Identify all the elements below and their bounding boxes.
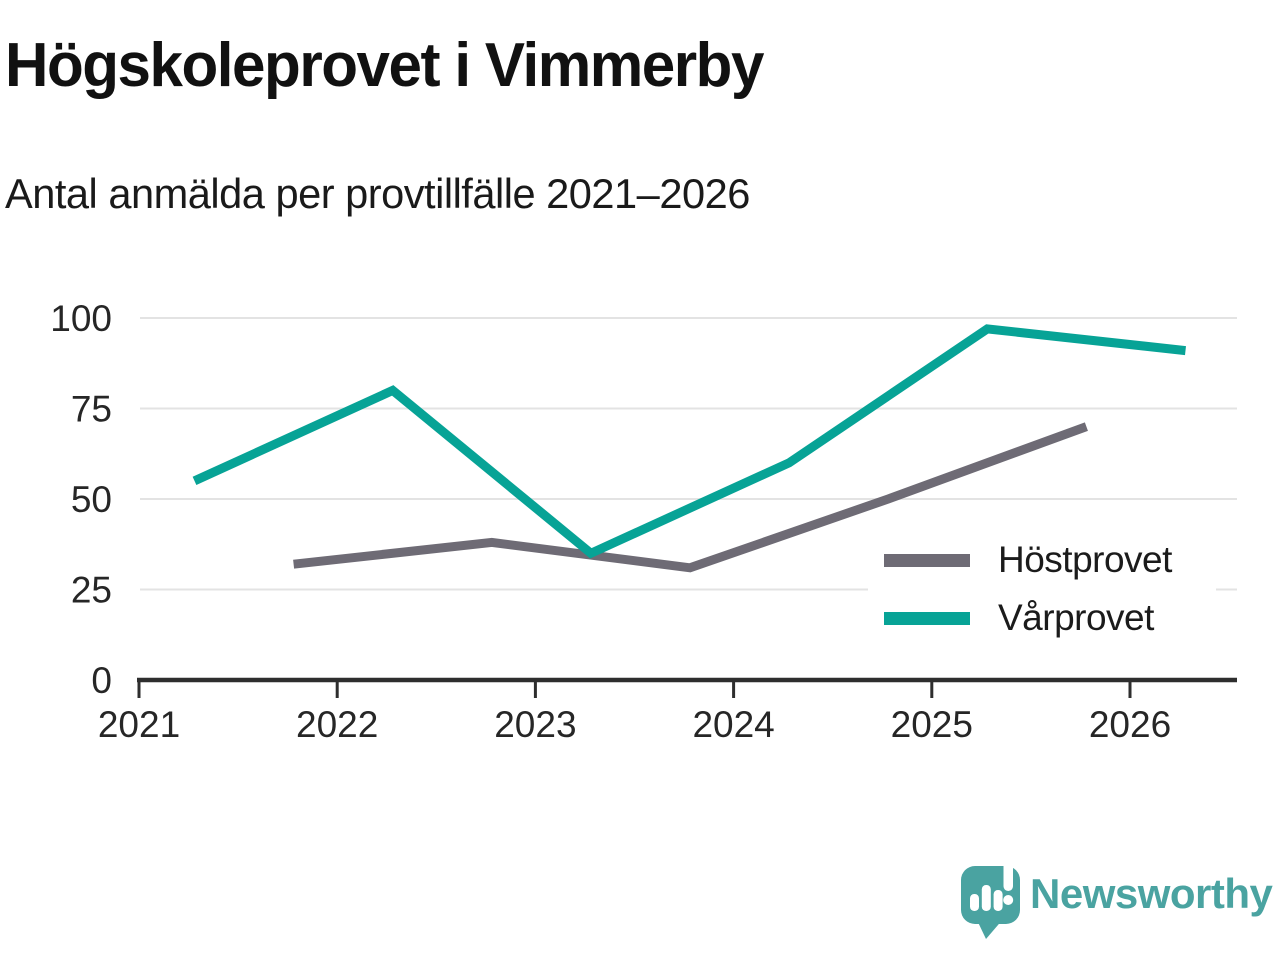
hostprovet-line-swatch bbox=[884, 553, 970, 567]
legend-label: Vårprovet bbox=[998, 597, 1154, 638]
y-tick-label: 75 bbox=[71, 389, 112, 430]
x-tick-label: 2026 bbox=[1089, 704, 1171, 745]
data-line-höstprovet bbox=[293, 422, 1088, 573]
varprovet-line-swatch bbox=[884, 611, 970, 625]
x-tick-label: 2024 bbox=[692, 704, 774, 745]
y-tick-label: 0 bbox=[91, 660, 112, 701]
y-tick-label: 25 bbox=[71, 570, 112, 611]
x-tick-label: 2022 bbox=[296, 704, 378, 745]
legend-label: Höstprovet bbox=[998, 539, 1172, 580]
y-tick-label: 100 bbox=[50, 298, 112, 339]
y-tick-label: 50 bbox=[71, 479, 112, 520]
chart-title: Högskoleprovet i Vimmerby bbox=[5, 31, 764, 100]
legend-item-hostprovet: Höstprovet bbox=[868, 538, 1216, 582]
newsworthy-wordmark: Newsworthy bbox=[1030, 870, 1273, 917]
x-tick-label: 2023 bbox=[494, 704, 576, 745]
x-tick-label: 2021 bbox=[98, 704, 180, 745]
data-line-vårprovet bbox=[192, 324, 1186, 559]
x-tick-label: 2025 bbox=[891, 704, 973, 745]
newsworthy-logo-icon bbox=[961, 858, 1020, 939]
chart-subtitle: Antal anmälda per provtillfälle 2021–202… bbox=[5, 170, 750, 217]
chart-legend: Höstprovet Vårprovet bbox=[868, 528, 1216, 650]
newsworthy-branding: Newsworthy bbox=[956, 850, 1276, 950]
legend-item-varprovet: Vårprovet bbox=[868, 596, 1216, 640]
